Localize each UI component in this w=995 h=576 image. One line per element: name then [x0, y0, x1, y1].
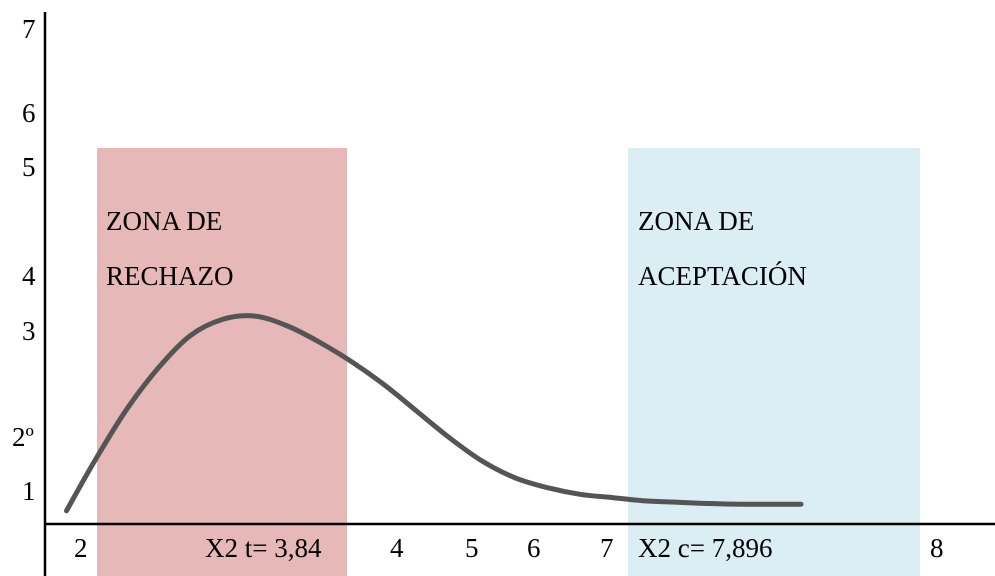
acceptance-zone-label-line2: ACEPTACIÓN [638, 261, 807, 291]
y-tick-label: 4 [22, 261, 36, 291]
x-tick-label: 7 [600, 533, 614, 563]
acceptance-zone-label-line1: ZONA DE [638, 206, 754, 236]
x-tick-label: 8 [930, 533, 944, 563]
y-tick-label: 7 [22, 14, 36, 44]
y-tick-label: 3 [22, 316, 36, 346]
x-tick-label: 4 [390, 533, 404, 563]
x-tick-label: X2 t= 3,84 [205, 533, 322, 563]
distribution-curve [64, 313, 804, 514]
y-tick-label: 2º [12, 422, 34, 452]
x-tick-label: 6 [527, 533, 541, 563]
x-tick-label: X2 c= 7,896 [638, 533, 772, 563]
y-tick-label: 1 [22, 476, 36, 506]
rejection-zone-label-line2: RECHAZO [106, 261, 234, 291]
rejection-zone-label-line1: ZONA DE [106, 206, 222, 236]
y-tick-label: 5 [22, 152, 36, 182]
rejection-zone [97, 148, 347, 576]
y-tick-label: 6 [22, 98, 36, 128]
x-tick-label: 2 [74, 533, 88, 563]
x-tick-label: 5 [465, 533, 479, 563]
